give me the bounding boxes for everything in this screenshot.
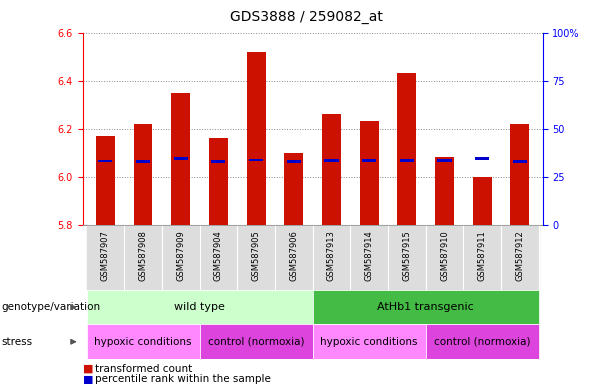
- Text: control (normoxia): control (normoxia): [208, 337, 304, 347]
- Bar: [246, 52, 265, 225]
- Bar: [362, 159, 376, 162]
- Text: genotype/variation: genotype/variation: [1, 302, 101, 312]
- Bar: [388, 225, 425, 290]
- Text: control (normoxia): control (normoxia): [434, 337, 530, 347]
- Text: GSM587904: GSM587904: [214, 230, 223, 281]
- Bar: [209, 138, 228, 225]
- Bar: [322, 114, 341, 225]
- Bar: [249, 159, 263, 161]
- Bar: [275, 225, 313, 290]
- Text: percentile rank within the sample: percentile rank within the sample: [95, 374, 271, 384]
- Bar: [425, 324, 539, 359]
- Text: GSM587910: GSM587910: [440, 230, 449, 281]
- Bar: [475, 157, 489, 160]
- Text: GSM587907: GSM587907: [101, 230, 110, 281]
- Bar: [313, 225, 350, 290]
- Text: wild type: wild type: [174, 302, 225, 312]
- Text: GSM587912: GSM587912: [516, 230, 524, 281]
- Bar: [96, 136, 115, 225]
- Text: stress: stress: [1, 337, 32, 347]
- Bar: [124, 225, 162, 290]
- Bar: [136, 161, 150, 163]
- Bar: [173, 157, 188, 160]
- Text: GSM587905: GSM587905: [251, 230, 261, 281]
- Bar: [162, 225, 200, 290]
- Text: GSM587911: GSM587911: [478, 230, 487, 281]
- Text: GSM587913: GSM587913: [327, 230, 336, 281]
- Text: GSM587914: GSM587914: [365, 230, 374, 281]
- Text: ■: ■: [83, 374, 93, 384]
- Bar: [86, 225, 124, 290]
- Bar: [425, 225, 463, 290]
- Text: GSM587906: GSM587906: [289, 230, 299, 281]
- Bar: [98, 160, 112, 162]
- Bar: [511, 124, 529, 225]
- Bar: [324, 159, 338, 162]
- Bar: [438, 159, 452, 162]
- Bar: [463, 225, 501, 290]
- Text: GSM587915: GSM587915: [402, 230, 411, 281]
- Bar: [400, 159, 414, 162]
- Text: hypoxic conditions: hypoxic conditions: [321, 337, 418, 347]
- Bar: [237, 225, 275, 290]
- Bar: [350, 225, 388, 290]
- Text: ■: ■: [83, 364, 93, 374]
- Bar: [284, 153, 303, 225]
- Bar: [435, 157, 454, 225]
- Bar: [287, 161, 301, 163]
- Bar: [171, 93, 190, 225]
- Bar: [86, 324, 200, 359]
- Bar: [313, 324, 425, 359]
- Bar: [134, 124, 153, 225]
- Bar: [473, 177, 492, 225]
- Text: GSM587908: GSM587908: [139, 230, 148, 281]
- Bar: [200, 324, 313, 359]
- Bar: [211, 161, 226, 163]
- Bar: [360, 121, 379, 225]
- Text: AtHb1 transgenic: AtHb1 transgenic: [378, 302, 474, 312]
- Bar: [397, 73, 416, 225]
- Bar: [513, 161, 527, 163]
- Bar: [200, 225, 237, 290]
- Text: transformed count: transformed count: [95, 364, 192, 374]
- Bar: [313, 290, 539, 324]
- Bar: [501, 225, 539, 290]
- Text: hypoxic conditions: hypoxic conditions: [94, 337, 192, 347]
- Text: GDS3888 / 259082_at: GDS3888 / 259082_at: [230, 10, 383, 23]
- Bar: [86, 290, 313, 324]
- Text: GSM587909: GSM587909: [176, 230, 185, 281]
